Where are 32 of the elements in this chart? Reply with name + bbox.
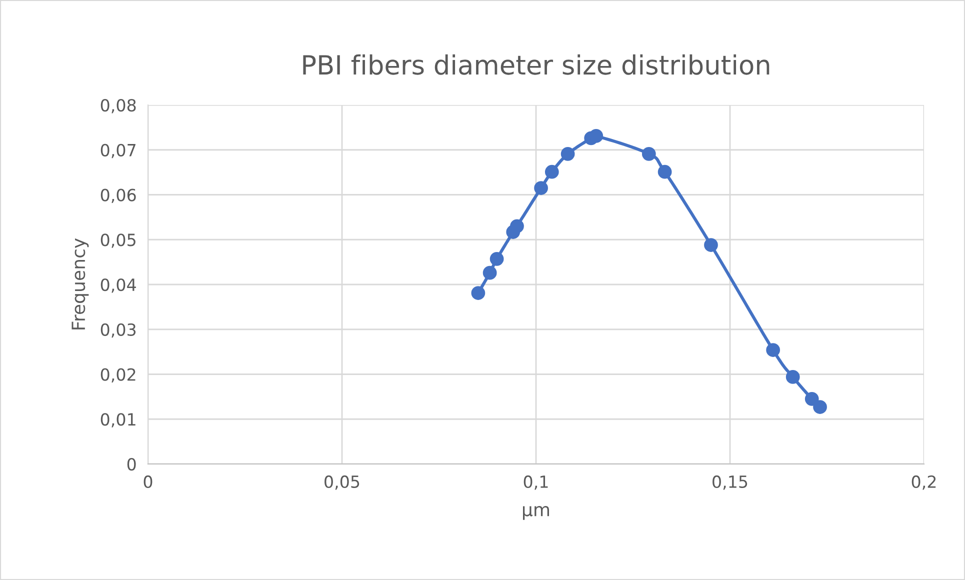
point — [704, 238, 718, 252]
x-tick-label: 0,15 — [712, 475, 748, 490]
x-tick-label: 0,2 — [912, 475, 936, 490]
y-tick-label: 0,01 — [100, 413, 136, 428]
point — [766, 343, 780, 357]
point — [658, 164, 672, 179]
point — [786, 370, 800, 384]
point — [589, 129, 604, 143]
x-tick-label: 0,1 — [524, 475, 548, 490]
point — [804, 392, 819, 406]
y-tick-label: 0,02 — [100, 368, 136, 383]
y-tick-label: 0 — [127, 458, 136, 471]
point — [560, 146, 575, 161]
x-tick-label: 0,05 — [324, 475, 360, 490]
point — [471, 286, 486, 300]
y-tick-label: 0,06 — [100, 188, 136, 204]
y-tick-label: 0,03 — [100, 323, 136, 338]
x-tick-label: 0 — [144, 475, 152, 488]
chart-title: PBI fibers diameter size distribution — [303, 54, 770, 75]
y-axis-title: Frequency — [72, 238, 89, 330]
point — [544, 164, 559, 179]
point — [510, 219, 524, 234]
point — [482, 266, 497, 280]
point — [490, 252, 504, 266]
y-tick-label: 0,05 — [100, 234, 136, 248]
point — [813, 400, 827, 414]
x-axis-title: µm — [522, 506, 550, 520]
y-tick-label: 0,07 — [100, 144, 136, 158]
point — [642, 146, 656, 161]
y-tick-label: 0,08 — [100, 98, 136, 114]
y-tick-label: 0,04 — [100, 278, 136, 293]
point — [534, 181, 548, 195]
